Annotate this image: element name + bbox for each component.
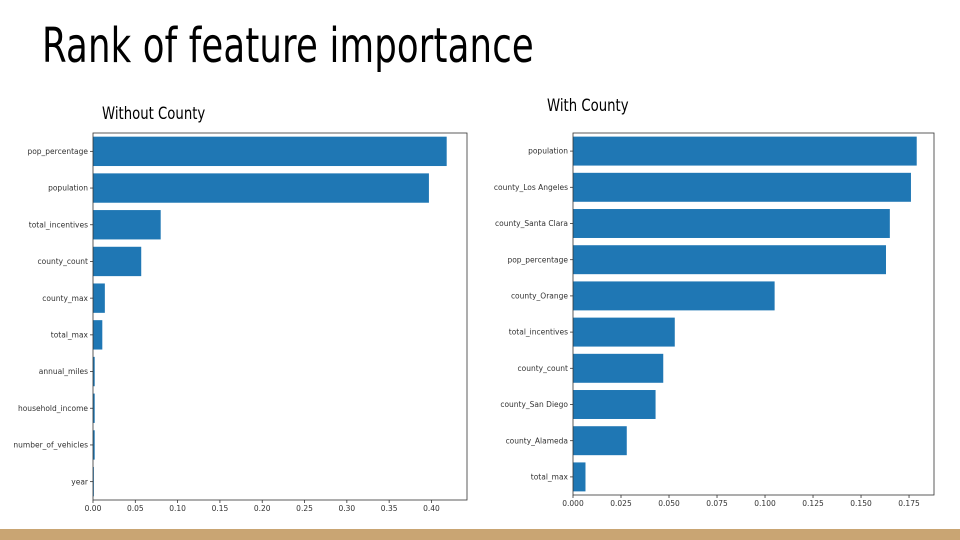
x-tick-label: 0.125 [802, 499, 824, 508]
bar-population [573, 136, 917, 166]
y-tick-label: year [71, 477, 89, 486]
bar-county-count [93, 246, 142, 277]
chart-title-without-county: Without County [102, 104, 206, 124]
x-tick-label: 0.10 [169, 504, 186, 513]
chart-without-county: pop_percentage population total_incentives… [13, 132, 468, 513]
x-tick-label: 0.075 [706, 499, 728, 508]
bar-total-max [93, 320, 103, 350]
x-tick-label: 0.00 [85, 504, 102, 513]
y-tick-label: total_max [51, 330, 89, 339]
chart-title-with-county: With County [547, 96, 629, 116]
y-tick-label: county_Orange [511, 292, 568, 301]
x-tick-label: 0.15 [212, 504, 229, 513]
bar-total-incentives [93, 210, 161, 240]
bar-county-count [573, 353, 664, 383]
bar-county-santa-clara [573, 209, 890, 238]
y-tick-label: county_Los Angeles [494, 183, 568, 192]
bar-number-of-vehicles [93, 430, 95, 460]
footer-band [0, 529, 960, 540]
y-tick-label: total_incentives [29, 220, 88, 229]
x-tick-label: 0.150 [850, 499, 872, 508]
x-tick-label: 0.100 [754, 499, 776, 508]
bar-year [93, 466, 94, 497]
y-tick-label: pop_percentage [27, 147, 88, 156]
y-tick-label: county_count [517, 364, 568, 373]
y-tick-label: pop_percentage [507, 255, 568, 264]
y-tick-label: household_income [18, 404, 88, 413]
y-tick-label: population [528, 147, 568, 156]
x-tick-label: 0.025 [610, 499, 632, 508]
bar-household-income [93, 393, 95, 423]
y-tick-label: county_Alameda [506, 436, 568, 445]
y-tick-label: annual_miles [39, 367, 88, 376]
bar-county-alameda [573, 426, 627, 456]
bar-population [93, 173, 429, 203]
bar-annual-miles [93, 356, 95, 387]
x-tick-label: 0.050 [658, 499, 680, 508]
bar-total-max [573, 462, 586, 492]
slide-title: Rank of feature importance [42, 18, 534, 74]
x-tick-label: 0.25 [296, 504, 313, 513]
chart-with-county: population county_Los Angeles county_Santa… [494, 132, 935, 508]
bar-pop-percentage [93, 136, 447, 167]
y-tick-label: county_Santa Clara [495, 219, 568, 228]
y-tick-label: population [48, 184, 88, 193]
bar-county-los-angeles [573, 172, 911, 202]
x-tick-label: 0.20 [254, 504, 271, 513]
bar-pop-percentage [573, 245, 886, 275]
y-tick-label: county_count [37, 257, 88, 266]
plot-frame [572, 132, 935, 496]
x-tick-label: 0.30 [338, 504, 355, 513]
bar-county-san-diego [573, 390, 656, 419]
bar-county-orange [573, 281, 775, 311]
x-tick-label: 0.40 [423, 504, 440, 513]
x-tick-label: 0.05 [127, 504, 144, 513]
bar-total-incentives [573, 317, 675, 347]
y-tick-label: county_max [42, 294, 88, 303]
x-tick-label: 0.000 [562, 499, 584, 508]
y-tick-label: number_of_vehicles [13, 441, 88, 450]
x-tick-label: 0.35 [381, 504, 398, 513]
y-tick-label: total_max [531, 473, 569, 482]
bar-county-max [93, 283, 105, 313]
y-tick-label: county_San Diego [500, 400, 568, 409]
y-tick-label: total_incentives [509, 328, 568, 337]
x-tick-label: 0.175 [898, 499, 920, 508]
plot-frame [92, 132, 468, 501]
